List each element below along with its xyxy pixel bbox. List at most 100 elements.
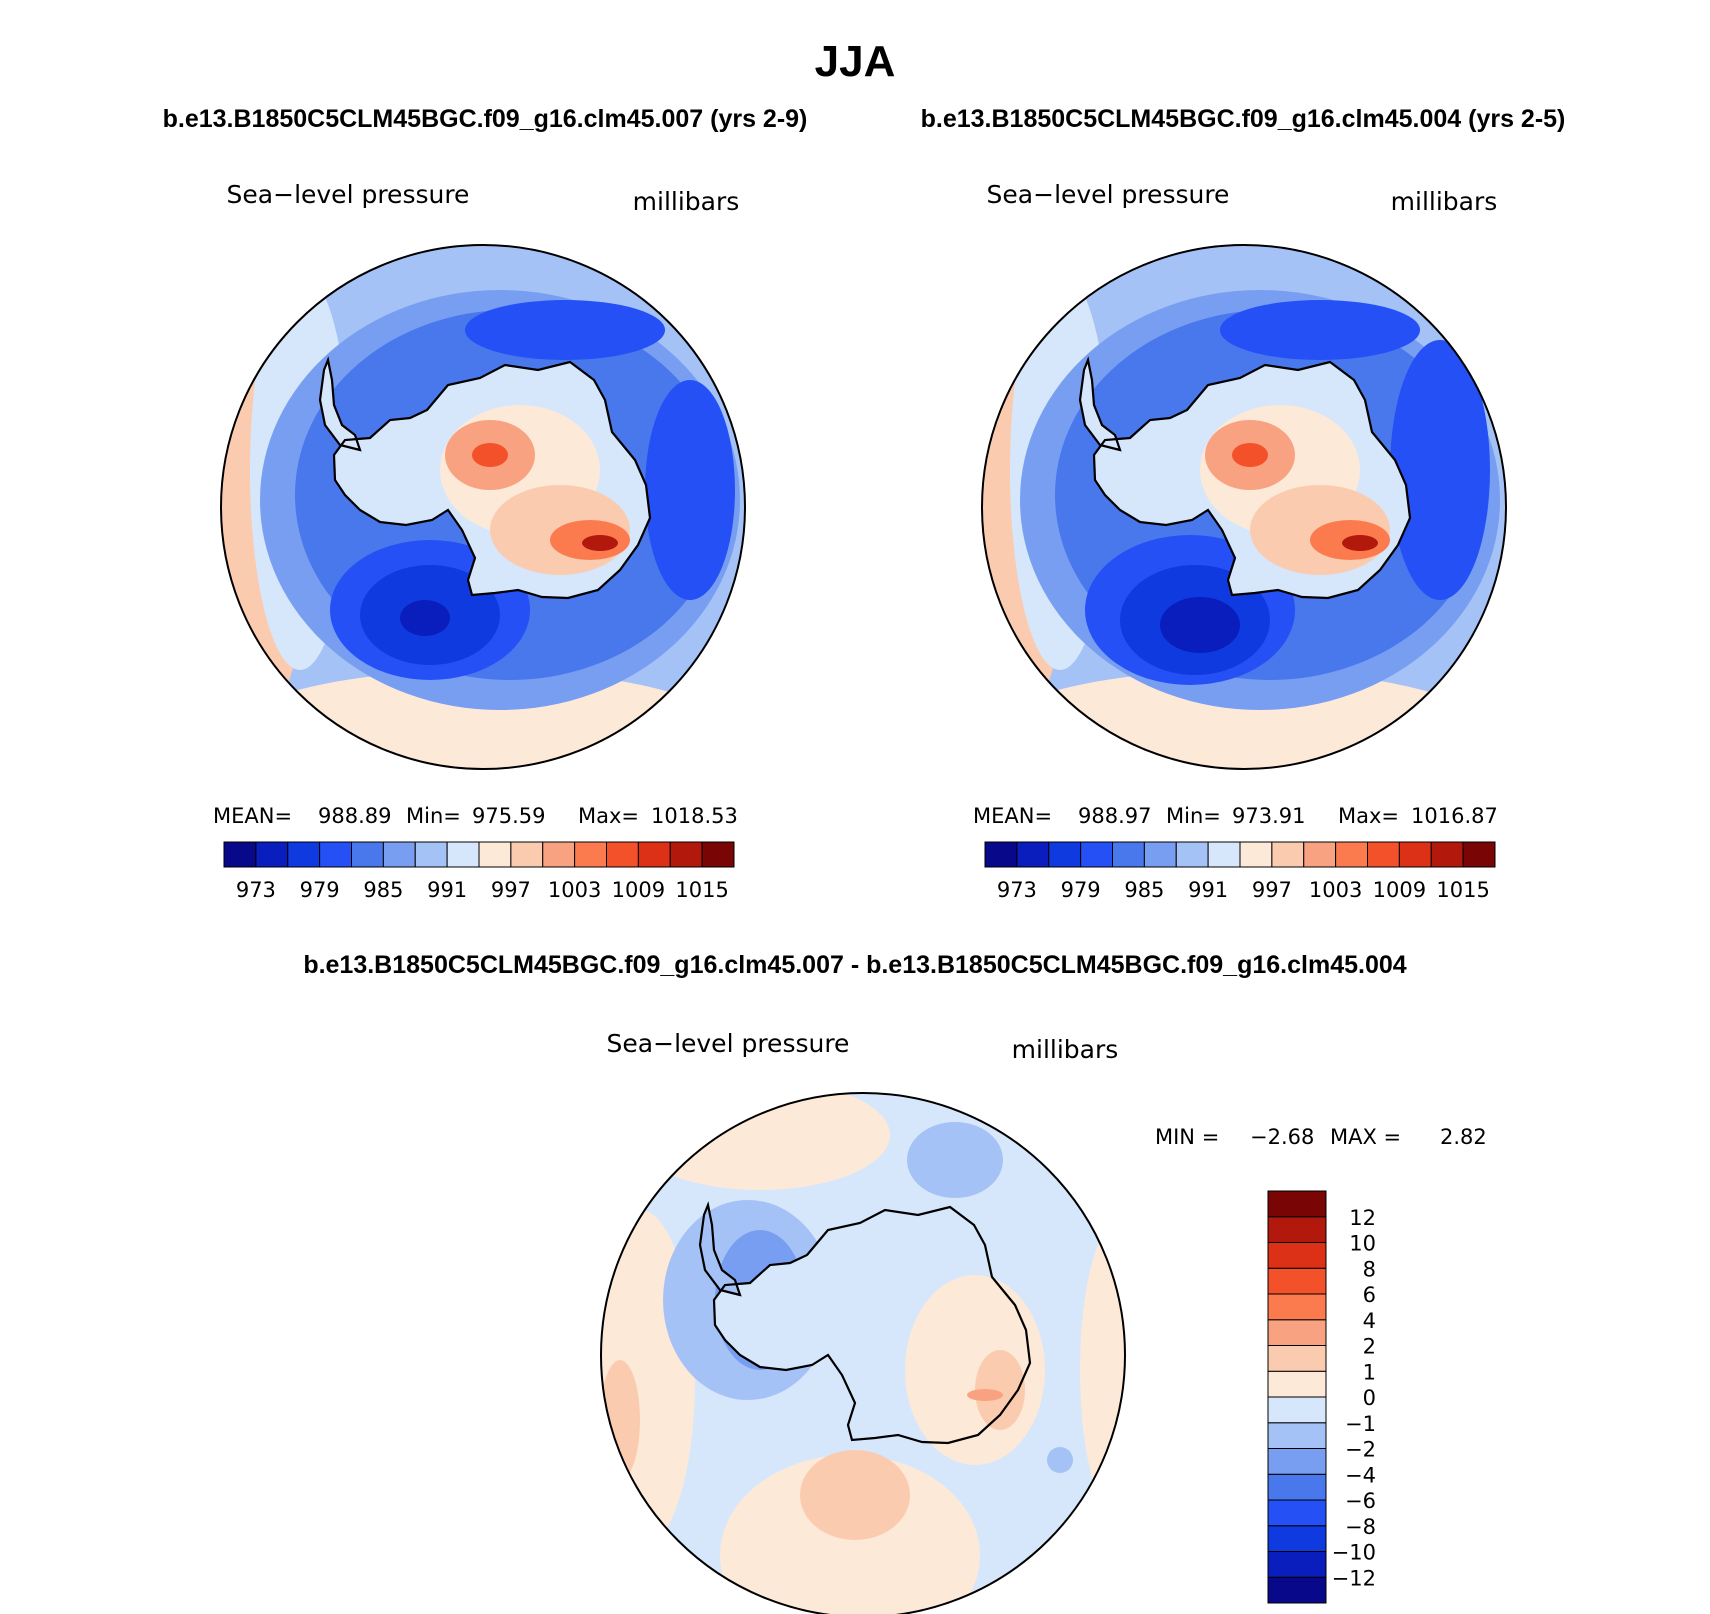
panel-a-colorbar-tick-label: 979 — [300, 878, 340, 902]
diff-min-label: MIN = — [1155, 1125, 1219, 1149]
panel-case-b: Sea−level pressure millibars — [973, 180, 1507, 902]
panel-b-colorbar-box — [1016, 841, 1050, 868]
diff-colorbar-box — [1267, 1370, 1327, 1398]
panel-b-variable-label: Sea−level pressure — [987, 180, 1230, 209]
panel-b-colorbar-box — [1239, 841, 1273, 868]
diff-positive-plateau-max — [967, 1389, 1003, 1401]
panel-b-colorbar-box — [1367, 841, 1400, 868]
panel-b-colorbar-box — [1462, 841, 1496, 868]
diff-colorbar-box — [1267, 1422, 1327, 1449]
difference-header: b.e13.B1850C5CLM45BGC.f09_g16.clm45.007 … — [303, 951, 1406, 979]
season-title: JJA — [815, 37, 896, 86]
panel-a-colorbar-box — [223, 841, 257, 868]
panel-a-colorbar-box — [382, 841, 416, 868]
panel-a-colorbar-box — [701, 841, 735, 868]
diff-positive-plateau-core — [975, 1350, 1025, 1430]
panel-b-colorbar-box — [1048, 841, 1082, 868]
panel-b-colorbar-box — [1080, 841, 1113, 868]
diff-colorbar-tick-label: 2 — [1363, 1335, 1376, 1359]
panel-a-min-label: Min= — [406, 804, 461, 828]
diff-colorbar-box — [1267, 1473, 1327, 1501]
panel-b-low-east — [1390, 340, 1490, 600]
panel-a-units-label: millibars — [633, 187, 740, 216]
diff-positive-west-core — [601, 1360, 640, 1480]
panel-a-mean-label: MEAN= — [213, 804, 292, 828]
panel-a-colorbar-box — [287, 841, 321, 868]
diff-negative-east — [1047, 1447, 1073, 1473]
panel-a-colorbar-box — [319, 841, 352, 868]
panel-a-colorbar-box — [478, 841, 512, 868]
diff-colorbar-box — [1267, 1216, 1327, 1243]
panel-a-colorbar-box — [510, 841, 544, 868]
panel-difference: Sea−level pressure millibars — [600, 1029, 1487, 1614]
diff-colorbar-tick-label: −10 — [1332, 1541, 1376, 1565]
diff-units-label: millibars — [1012, 1035, 1119, 1064]
diff-colorbar-box — [1267, 1293, 1327, 1321]
panel-b-colorbar-tick-label: 1003 — [1309, 878, 1362, 902]
panel-a-colorbar-tick-label: 997 — [491, 878, 531, 902]
diff-colorbar-tick-label: 1 — [1363, 1360, 1376, 1384]
panel-b-colorbar-box — [1175, 841, 1209, 868]
diff-colorbar-tick-label: −2 — [1345, 1438, 1376, 1462]
panel-b-max-2 — [1342, 535, 1378, 551]
panel-a-max-2 — [582, 535, 618, 551]
panel-a-map — [221, 245, 745, 769]
panel-b-high-north — [982, 670, 1500, 769]
diff-colorbar-box — [1267, 1448, 1327, 1475]
panel-a-colorbar-tick-label: 985 — [363, 878, 403, 902]
panel-b-max-value: 1016.87 — [1411, 804, 1498, 828]
diff-colorbar-tick-label: 6 — [1363, 1283, 1376, 1307]
diff-colorbar-tick-label: −4 — [1345, 1463, 1376, 1487]
panel-a-high-north — [221, 670, 740, 769]
diff-positive-north-core — [800, 1450, 910, 1540]
panel-b-colorbar-box — [1303, 841, 1337, 868]
panel-b-low-amundsen-min — [1160, 597, 1240, 653]
panel-a-variable-label: Sea−level pressure — [227, 180, 470, 209]
panel-a-max-value: 1018.53 — [651, 804, 738, 828]
panel-a-colorbar-box — [255, 841, 289, 868]
case-b-header: b.e13.B1850C5CLM45BGC.f09_g16.clm45.004 … — [921, 105, 1566, 133]
diff-min-value: −2.68 — [1250, 1125, 1314, 1149]
diff-colorbar-box — [1267, 1396, 1327, 1424]
diff-max-label: MAX = — [1330, 1125, 1401, 1149]
diff-colorbar-box — [1267, 1499, 1327, 1527]
panel-a-low-amundsen-min — [400, 600, 450, 636]
panel-b-mean-label: MEAN= — [973, 804, 1052, 828]
panel-b-max-1 — [1232, 443, 1268, 467]
diff-variable-label: Sea−level pressure — [607, 1029, 850, 1058]
diff-colorbar-tick-label: 12 — [1349, 1206, 1376, 1230]
panel-a-colorbar-box — [414, 841, 448, 868]
diff-max-value: 2.82 — [1440, 1125, 1487, 1149]
diff-positive-east-edge — [1080, 1220, 1125, 1520]
diff-colorbar-tick-label: −12 — [1332, 1566, 1376, 1590]
panel-b-colorbar-box — [1398, 841, 1432, 868]
panel-a-colorbar-box — [669, 841, 703, 868]
diff-colorbar-box — [1267, 1345, 1327, 1372]
diff-colorbar-tick-label: −8 — [1345, 1515, 1376, 1539]
diff-colorbar-tick-label: 10 — [1349, 1232, 1376, 1256]
panel-b-colorbar-tick-label: 997 — [1252, 878, 1292, 902]
panel-b-colorbar-box — [984, 841, 1018, 868]
panel-a-colorbar: 973 979 985 991 997 1003 1009 1015 — [223, 841, 735, 902]
diff-colorbar-tick-label: −6 — [1345, 1489, 1376, 1513]
diff-colorbar-box — [1267, 1551, 1327, 1578]
diff-colorbar-tick-label: −1 — [1345, 1412, 1376, 1436]
panel-a-colorbar-tick-label: 1015 — [675, 878, 728, 902]
panel-b-mean-value: 988.97 — [1078, 804, 1151, 828]
panel-a-colorbar-tick-label: 991 — [427, 878, 467, 902]
panel-a-colorbar-box — [351, 841, 384, 868]
panel-case-a: Sea−level pressure millibars — [213, 180, 746, 902]
panel-b-colorbar-box — [1143, 841, 1177, 868]
panel-b-low-south — [1220, 300, 1420, 360]
panel-a-colorbar-box — [637, 841, 671, 868]
diff-colorbar-box — [1267, 1319, 1327, 1346]
panel-b-colorbar-box — [1112, 841, 1145, 868]
diff-colorbar-box — [1267, 1242, 1327, 1269]
panel-a-mean-value: 988.89 — [318, 804, 391, 828]
panel-b-map-border — [981, 244, 1507, 770]
panel-a-max-1 — [472, 443, 508, 467]
diff-map-border — [600, 1092, 1126, 1614]
panel-b-colorbar-box — [1271, 841, 1305, 868]
